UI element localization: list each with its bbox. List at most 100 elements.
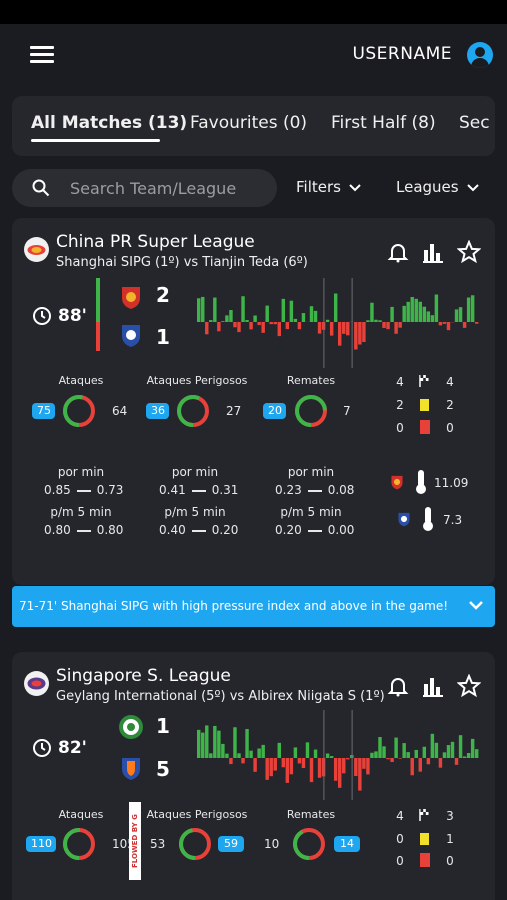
bell-icon[interactable]: [387, 241, 409, 267]
momentum-bar: [313, 749, 318, 758]
momentum-bar: [446, 322, 451, 331]
user-avatar-icon[interactable]: [467, 42, 493, 68]
card-actions: [379, 239, 482, 268]
username-label[interactable]: USERNAME: [352, 44, 452, 64]
red-card-icon: [420, 853, 430, 867]
momentum-bar: [269, 322, 273, 325]
stat-ring: [63, 828, 95, 860]
momentum-bar: [285, 322, 290, 330]
momentum-bar: [422, 306, 427, 322]
tab-first-half[interactable]: First Half (8): [331, 113, 436, 133]
momentum-bar: [378, 320, 382, 322]
ring-home-arc: [63, 828, 95, 860]
home-score: 2: [156, 283, 170, 307]
search-input[interactable]: [70, 175, 265, 201]
momentum-bar: [410, 296, 414, 322]
momentum-bar: [217, 322, 221, 332]
momentum-bar: [329, 322, 334, 336]
match-card[interactable]: China PR Super League Shanghai SIPG (1º)…: [12, 218, 495, 585]
momentum-bar: [333, 758, 338, 781]
hamburger-menu-icon[interactable]: [30, 46, 54, 64]
tab-second-half[interactable]: Sec: [459, 113, 490, 133]
away-team-logo-small: [398, 512, 410, 527]
home-red-cards: 0: [396, 421, 404, 435]
momentum-bar: [434, 742, 439, 758]
momentum-bar: [346, 758, 350, 760]
momentum-bar: [426, 311, 431, 322]
momentum-bar: [309, 758, 314, 783]
chevron-down-icon: [349, 183, 361, 191]
momentum-bar: [205, 322, 209, 335]
corner-flag-icon: [419, 809, 429, 821]
filters-label: Filters: [296, 178, 341, 196]
stats-bars-icon[interactable]: [422, 241, 444, 267]
stat-label-dangerous-attacks: Ataques Perigosos: [146, 374, 248, 387]
momentum-bar: [197, 729, 201, 758]
home-yellow-cards: 0: [396, 832, 404, 846]
momentum-bar: [213, 297, 217, 322]
momentum-bar: [338, 322, 342, 346]
momentum-bar: [442, 752, 447, 758]
star-icon[interactable]: [456, 239, 482, 268]
card-actions: [379, 673, 482, 702]
match-title: Shanghai SIPG (1º) vs Tianjin Teda (6º): [56, 255, 308, 270]
pressure-alert-banner[interactable]: 71-71' Shanghai SIPG with high pressure …: [12, 586, 495, 627]
tab-favourites[interactable]: Favourites (0): [190, 113, 308, 133]
leagues-label: Leagues: [396, 178, 459, 196]
stat-ring: [177, 395, 209, 427]
momentum-bar: [261, 744, 265, 758]
momentum-bar: [253, 758, 257, 772]
momentum-bar: [201, 732, 205, 758]
chevron-down-icon[interactable]: [469, 600, 483, 610]
momentum-chart: [197, 710, 479, 800]
momentum-bar: [358, 322, 362, 345]
yellow-card-icon: [420, 399, 429, 411]
momentum-bar: [237, 753, 241, 758]
stats-bars-icon[interactable]: [422, 675, 444, 701]
momentum-bar: [398, 758, 402, 759]
momentum-bar: [338, 758, 342, 788]
momentum-bar: [386, 322, 390, 330]
momentum-bar: [466, 753, 471, 758]
momentum-bar: [402, 305, 406, 322]
momentum-bar: [458, 735, 463, 758]
momentum-bar: [221, 321, 225, 322]
match-tabs: All Matches (13) Favourites (0) First Ha…: [12, 96, 495, 156]
momentum-bar: [362, 322, 366, 342]
momentum-bar: [317, 322, 322, 334]
active-tab-indicator: [31, 139, 160, 142]
filters-dropdown[interactable]: Filters: [296, 178, 361, 196]
momentum-bar: [281, 298, 286, 322]
chevron-down-icon: [466, 183, 479, 191]
home-team-logo-small: [391, 475, 403, 490]
star-icon[interactable]: [456, 673, 482, 702]
yellow-card-icon: [420, 833, 429, 845]
momentum-bar: [329, 756, 334, 758]
clock-icon: [33, 739, 51, 757]
ring-home-arc: [179, 828, 211, 860]
leagues-dropdown[interactable]: Leagues: [396, 178, 479, 196]
dangerous-attacks-per-5-minutes: 0.40 0.20: [159, 523, 239, 537]
bell-icon[interactable]: [387, 675, 409, 701]
momentum-bar: [362, 758, 366, 769]
shots-per-minute: 0.23 0.08: [275, 483, 355, 497]
momentum-bar: [434, 294, 439, 322]
momentum-bar: [293, 318, 298, 322]
momentum-bar: [458, 307, 463, 322]
match-card[interactable]: Singapore S. League Geylang Internationa…: [12, 652, 495, 900]
tab-all-matches[interactable]: All Matches (13): [31, 113, 188, 133]
momentum-bar: [418, 301, 422, 322]
momentum-bar: [301, 758, 306, 768]
away-red-cards: 0: [446, 854, 454, 868]
momentum-bar: [366, 758, 370, 775]
stat-label-attacks: Ataques: [58, 374, 104, 387]
momentum-bar: [462, 756, 467, 758]
attacks-per-5-minutes: 0.80 0.80: [44, 523, 124, 537]
momentum-bar: [233, 322, 237, 328]
momentum-bar: [245, 729, 249, 758]
momentum-bar: [209, 320, 213, 322]
away-team-logo: [122, 325, 140, 347]
momentum-bar: [446, 745, 451, 758]
search-box: [12, 169, 277, 207]
momentum-bar: [366, 320, 370, 322]
